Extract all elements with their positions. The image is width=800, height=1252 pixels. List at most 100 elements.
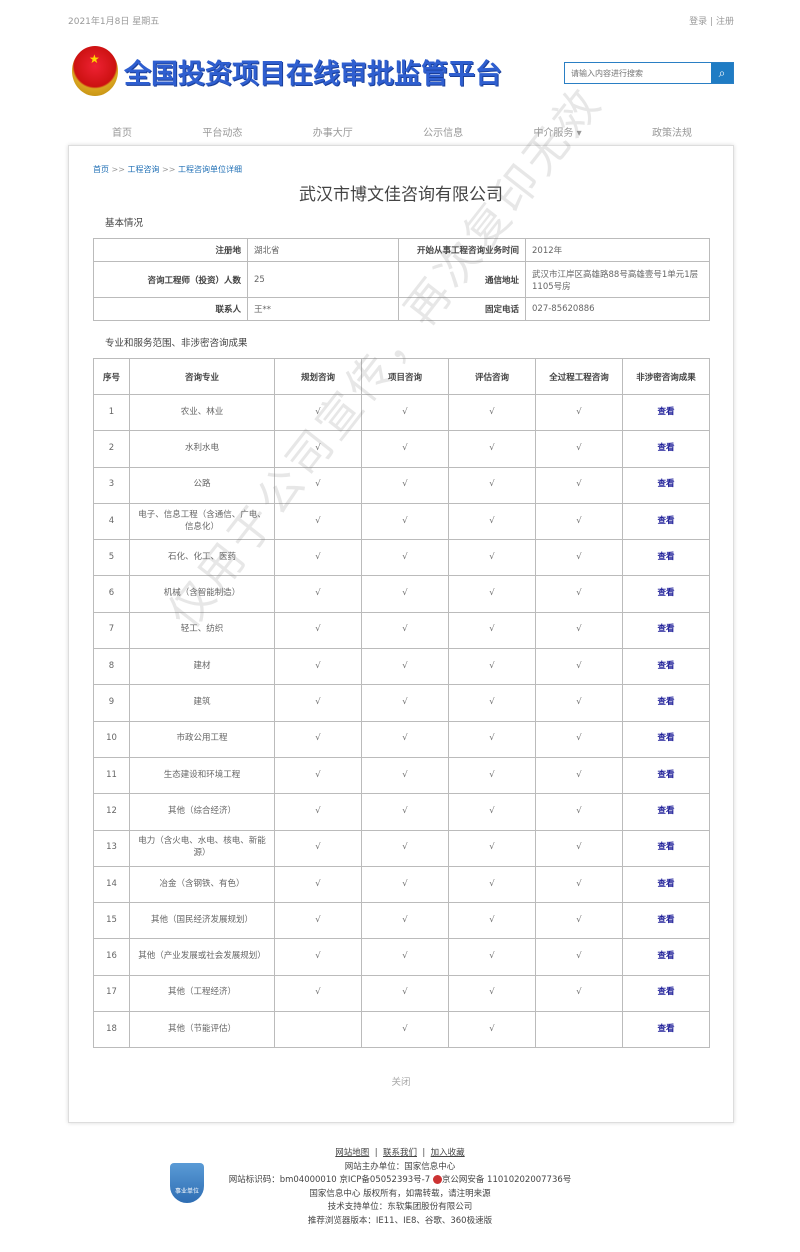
evaluation-check: √ [448, 974, 536, 1013]
view-link[interactable]: 查看 [622, 466, 710, 504]
register-link[interactable]: 注册 [715, 17, 734, 27]
view-link[interactable]: 查看 [622, 1011, 710, 1049]
specialty: 其他（工程经济） [129, 974, 275, 1013]
info-value: 湖北省 [247, 238, 399, 262]
search-button[interactable]: ⌕ [711, 63, 733, 83]
evaluation-check: √ [448, 938, 536, 976]
breadcrumb-current[interactable]: 工程咨询单位详细 [178, 165, 242, 174]
info-value: 027-85620886 [525, 297, 710, 321]
specialty: 水利水电 [129, 430, 275, 468]
evaluation-check: √ [448, 720, 536, 758]
view-link[interactable]: 查看 [622, 793, 710, 831]
view-link[interactable]: 查看 [622, 539, 710, 577]
info-row: 咨询工程师（投资）人数 25 通信地址 武汉市江岸区高雄路88号高雄壹号1单元1层11… [93, 261, 710, 298]
whole-process-check: √ [535, 756, 623, 795]
view-link[interactable]: 查看 [622, 502, 710, 541]
specialty: 电子、信息工程（含通信、广电、信息化） [129, 502, 275, 541]
footer-police-link[interactable]: 京公网安备 11010202007736号 [441, 1175, 572, 1185]
info-value: 2012年 [525, 238, 710, 262]
whole-process-check: √ [535, 865, 623, 904]
project-check: √ [361, 756, 449, 795]
planning-check: √ [274, 611, 362, 650]
planning-check: √ [274, 865, 362, 904]
nav-agency-services[interactable]: 中介服务 ▾ [533, 128, 582, 139]
table-row: 5 石化、化工、医药 √ √ √ √ 查看 [93, 539, 710, 577]
table-row: 16 其他（产业发展或社会发展规划） √ √ √ √ 查看 [93, 938, 710, 976]
current-date: 2021年1月8日 星期五 [68, 17, 160, 27]
view-link[interactable]: 查看 [622, 938, 710, 976]
page-title: 武汉市博文佳咨询有限公司 [299, 185, 503, 205]
project-check: √ [361, 648, 449, 686]
evaluation-check: √ [448, 829, 536, 867]
view-link[interactable]: 查看 [622, 575, 710, 613]
footer: 网站地图 | 联系我们 | 加入收藏 网站主办单位：国家信息中心 网站标识码：b… [0, 1147, 800, 1228]
nav-service-hall[interactable]: 办事大厅 [312, 128, 353, 139]
view-link[interactable]: 查看 [622, 430, 710, 468]
project-check: √ [361, 1011, 449, 1049]
footer-host: 网站主办单位：国家信息中心 [344, 1161, 456, 1172]
footer-contact-link[interactable]: 联系我们 [382, 1148, 417, 1158]
evaluation-check: √ [448, 430, 536, 468]
view-link[interactable]: 查看 [622, 720, 710, 758]
specialty: 石化、化工、医药 [129, 539, 275, 577]
evaluation-check: √ [448, 793, 536, 831]
specialty: 市政公用工程 [129, 720, 275, 758]
info-label: 咨询工程师（投资）人数 [93, 261, 248, 298]
row-number: 5 [93, 539, 130, 577]
column-header: 全过程工程咨询 [535, 358, 623, 395]
scope-table: 序号 咨询专业 规划咨询 项目咨询 评估咨询 全过程工程咨询 非涉密咨询成果 1 农业、林业 √… [93, 358, 710, 1049]
planning-check: √ [274, 430, 362, 468]
planning-check: √ [274, 756, 362, 795]
project-check: √ [361, 430, 449, 468]
whole-process-check: √ [535, 466, 623, 504]
evaluation-check: √ [448, 1011, 536, 1049]
specialty: 其他（国民经济发展规划） [129, 902, 275, 940]
footer-favorite-link[interactable]: 加入收藏 [430, 1148, 465, 1158]
view-link[interactable]: 查看 [622, 865, 710, 904]
table-row: 18 其他（节能评估） √ √ 查看 [93, 1011, 710, 1049]
project-check: √ [361, 684, 449, 722]
view-link[interactable]: 查看 [622, 902, 710, 940]
planning-check: √ [274, 539, 362, 577]
specialty: 公路 [129, 466, 275, 504]
nav-public-info[interactable]: 公示信息 [423, 128, 464, 139]
planning-check: √ [274, 502, 362, 541]
specialty: 机械（含智能制造） [129, 575, 275, 613]
footer-sitemap-link[interactable]: 网站地图 [335, 1148, 370, 1158]
whole-process-check: √ [535, 902, 623, 940]
view-link[interactable]: 查看 [622, 974, 710, 1013]
specialty: 建筑 [129, 684, 275, 722]
row-number: 12 [93, 793, 130, 831]
evaluation-check: √ [448, 865, 536, 904]
breadcrumb-consulting[interactable]: 工程咨询 [127, 165, 160, 174]
view-link[interactable]: 查看 [622, 829, 710, 867]
login-link[interactable]: 登录 [689, 17, 708, 27]
search-icon: ⌕ [718, 65, 726, 80]
view-link[interactable]: 查看 [622, 611, 710, 650]
nav-home[interactable]: 首页 [112, 128, 132, 139]
specialty: 电力（含火电、水电、核电、新能源） [129, 829, 275, 867]
close-button[interactable]: 关闭 [391, 1077, 411, 1088]
evaluation-check: √ [448, 466, 536, 504]
info-value: 25 [247, 261, 399, 298]
project-check: √ [361, 865, 449, 904]
column-header: 评估咨询 [448, 358, 536, 395]
view-link[interactable]: 查看 [622, 756, 710, 795]
evaluation-check: √ [448, 648, 536, 686]
project-check: √ [361, 720, 449, 758]
search-box: ⌕ [564, 62, 734, 84]
breadcrumb-sep: >> [162, 165, 176, 174]
row-number: 8 [93, 648, 130, 686]
breadcrumb-home[interactable]: 首页 [93, 165, 109, 174]
nav-policies[interactable]: 政策法规 [652, 128, 692, 139]
public-institution-badge-icon[interactable]: 事业单位 [170, 1163, 204, 1203]
view-link[interactable]: 查看 [622, 648, 710, 686]
search-input[interactable] [565, 63, 711, 83]
view-link[interactable]: 查看 [622, 393, 710, 432]
table-row: 15 其他（国民经济发展规划） √ √ √ √ 查看 [93, 902, 710, 940]
nav-platform-news[interactable]: 平台动态 [202, 128, 243, 139]
evaluation-check: √ [448, 611, 536, 650]
view-link[interactable]: 查看 [622, 684, 710, 722]
site-logo[interactable]: 全国投资项目在线审批监管平台 [72, 46, 502, 96]
info-label: 联系人 [93, 297, 248, 321]
